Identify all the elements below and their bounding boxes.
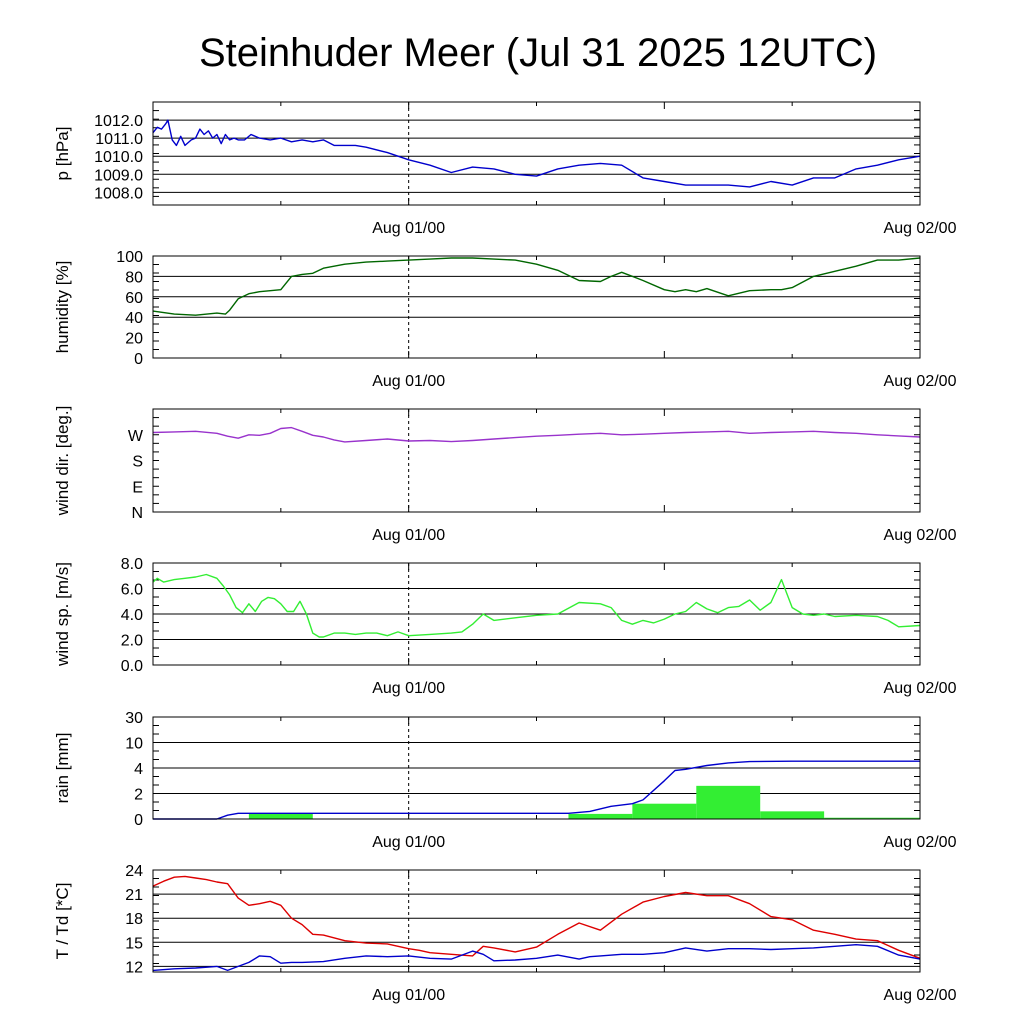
y-tick-label: 0	[134, 351, 143, 368]
series-line-line-0	[152, 426, 921, 443]
panel-1: 100 80 60 40 20 0 humidity [%] Aug 01/00 Aug 02/…	[53, 249, 957, 390]
y-tick-label: 1011.0	[95, 131, 143, 148]
rain-bar	[632, 803, 697, 819]
y-tick-label: 8.0	[121, 556, 143, 573]
y-tick-label: 20	[125, 331, 143, 348]
y-tick-label: 0	[134, 812, 143, 829]
panel-frame	[152, 562, 921, 666]
panel-3: 8.0 6.0 4.0 2.0 0.0 wind sp. [m/s] Aug 01/00 Au…	[53, 556, 957, 697]
chart-title: Steinhuder Meer (Jul 31 2025 12UTC)	[199, 31, 877, 75]
panel-frame	[152, 255, 921, 359]
y-tick-label: 1010.0	[94, 149, 143, 166]
y-tick-label: 15	[125, 935, 143, 952]
series-line-line-0	[152, 257, 921, 316]
series-line-line-0	[152, 573, 921, 638]
y-tick-label: 24	[125, 863, 143, 880]
y-tick-label: 0.0	[121, 658, 143, 675]
series-line-line-0	[152, 119, 921, 188]
y-tick-label: 21	[125, 887, 143, 904]
y-tick-label: 80	[125, 269, 143, 286]
y-tick-label: E	[132, 479, 143, 496]
y-tick-label: 2.0	[121, 633, 143, 650]
y-tick-label: 6.0	[121, 582, 143, 599]
x-tick-label: Aug 01/00	[372, 527, 445, 544]
rain-bar	[568, 813, 633, 819]
y-tick-label: 18	[125, 911, 143, 928]
rain-bar	[696, 785, 761, 819]
rain-bar	[760, 811, 825, 819]
y-tick-label: 2	[134, 787, 143, 804]
panel-frame	[152, 408, 921, 513]
y-tick-label: 30	[125, 710, 143, 727]
y-axis-label: wind dir. [deg.]	[53, 406, 72, 517]
x-tick-label: Aug 02/00	[884, 527, 957, 544]
y-tick-label: 1008.0	[94, 185, 143, 202]
y-tick-label: W	[128, 428, 144, 445]
x-tick-label: Aug 02/00	[884, 220, 957, 237]
panel-5: 24 21 18 15 12 T / Td [*C] Aug 01/00 Aug 02/00	[53, 863, 957, 1004]
rain-bar	[248, 813, 313, 819]
x-tick-label: Aug 02/00	[884, 373, 957, 390]
y-tick-label: 4.0	[121, 607, 143, 624]
y-axis-label: T / Td [*C]	[53, 883, 72, 960]
y-tick-label: S	[132, 454, 143, 471]
y-tick-label: 12	[125, 959, 143, 976]
y-tick-label: 100	[116, 249, 143, 266]
x-tick-label: Aug 01/00	[372, 373, 445, 390]
series-line-td	[152, 944, 921, 972]
y-axis-label: humidity [%]	[53, 261, 72, 354]
x-tick-label: Aug 01/00	[372, 680, 445, 697]
y-tick-label: 1009.0	[94, 167, 143, 184]
x-tick-label: Aug 01/00	[372, 834, 445, 851]
x-tick-label: Aug 01/00	[372, 987, 445, 1004]
y-tick-label: 60	[125, 290, 143, 307]
series-line-accumulated	[153, 760, 920, 820]
x-tick-label: Aug 02/00	[884, 987, 957, 1004]
x-tick-label: Aug 02/00	[884, 680, 957, 697]
x-tick-label: Aug 01/00	[372, 220, 445, 237]
panel-frame	[152, 869, 921, 973]
y-tick-label: 10	[125, 736, 143, 753]
y-axis-label: rain [mm]	[53, 733, 72, 804]
rain-bar	[824, 817, 920, 819]
y-axis-label: p [hPa]	[53, 127, 72, 181]
panel-frame	[152, 716, 921, 820]
panel-frame	[152, 101, 921, 206]
series-line-t	[152, 875, 921, 959]
y-tick-label: N	[131, 505, 143, 522]
y-tick-label: 1012.0	[94, 113, 143, 130]
y-tick-label: 40	[125, 310, 143, 327]
x-tick-label: Aug 02/00	[884, 834, 957, 851]
panel-4: 30 10 4 2 0 rain [mm] Aug 01/00 Aug 02/00	[53, 710, 957, 851]
y-axis-label: wind sp. [m/s]	[53, 562, 72, 667]
y-tick-label: 4	[134, 761, 143, 778]
